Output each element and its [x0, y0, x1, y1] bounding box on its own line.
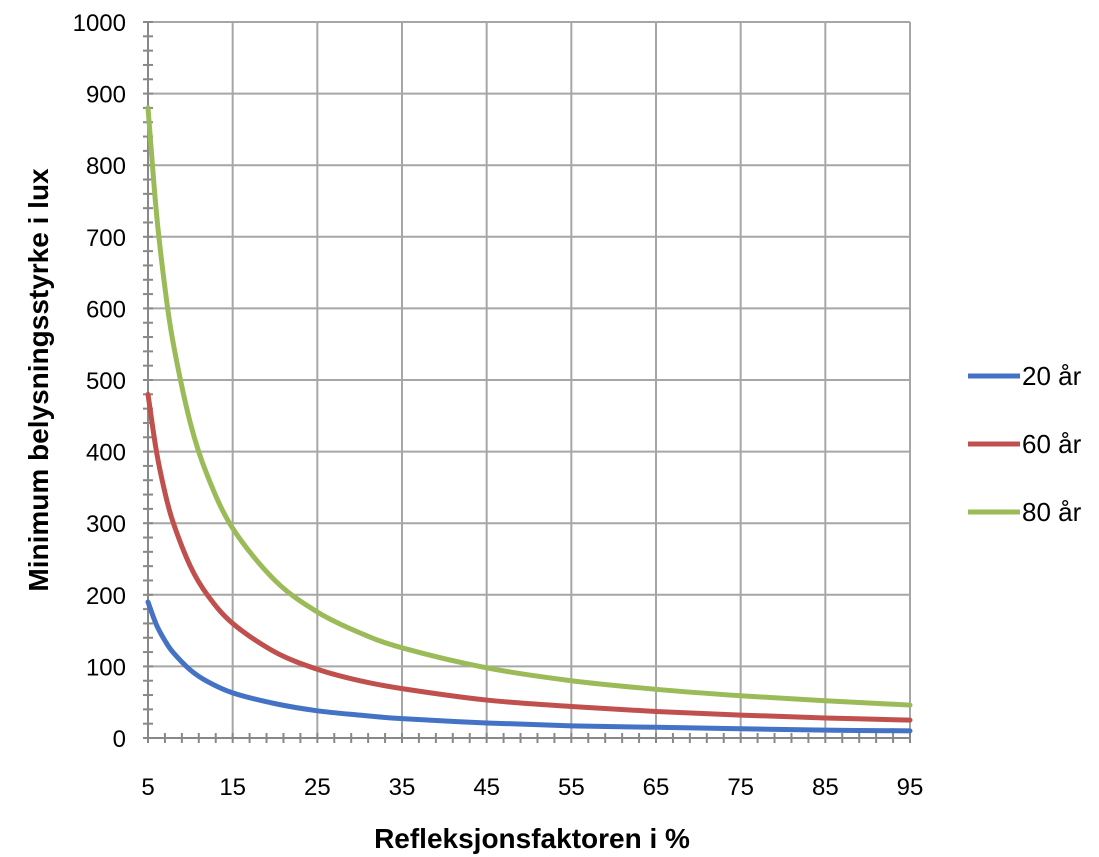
x-tick-label: 75	[727, 774, 754, 801]
y-tick-label: 400	[86, 440, 126, 467]
y-tick-label: 1000	[73, 10, 126, 37]
x-tick-labels: 5 15 25 35 45 55 65 75 85 95	[141, 774, 923, 801]
y-tick-labels: 0 100 200 300 400 500 600 700 800 900 1000	[73, 10, 126, 753]
y-tick-label: 300	[86, 511, 126, 538]
x-tick-label: 15	[219, 774, 246, 801]
chart-legend: 20 år 60 år 80 år	[968, 361, 1082, 527]
chart-grid	[147, 21, 911, 739]
x-axis-title: Refleksjonsfaktoren i %	[374, 823, 690, 854]
y-tick-label: 800	[86, 153, 126, 180]
x-tick-label: 95	[897, 774, 924, 801]
series-line-1	[145, 599, 913, 734]
x-tick-label: 85	[812, 774, 839, 801]
chart-series	[145, 105, 913, 734]
legend-label: 60 år	[1022, 429, 1082, 459]
y-tick-label: 700	[86, 225, 126, 252]
series-line-2	[145, 391, 913, 723]
y-tick-label: 500	[86, 368, 126, 395]
x-tick-label: 45	[473, 774, 500, 801]
series-line-3	[145, 105, 913, 708]
x-tick-label: 35	[389, 774, 416, 801]
x-tick-label: 65	[643, 774, 670, 801]
x-tick-label: 55	[558, 774, 585, 801]
y-tick-label: 0	[113, 726, 126, 753]
x-tick-label: 5	[141, 774, 154, 801]
y-tick-label: 100	[86, 654, 126, 681]
legend-label: 80 år	[1022, 497, 1082, 527]
y-tick-label: 900	[86, 82, 126, 109]
chart-axes	[147, 22, 910, 739]
y-tick-label: 600	[86, 296, 126, 323]
y-tick-label: 200	[86, 583, 126, 610]
legend-label: 20 år	[1022, 361, 1082, 391]
y-axis-title: Minimum belysningsstyrke i lux	[23, 168, 54, 592]
minor-ticks	[143, 21, 911, 743]
x-tick-label: 25	[304, 774, 331, 801]
